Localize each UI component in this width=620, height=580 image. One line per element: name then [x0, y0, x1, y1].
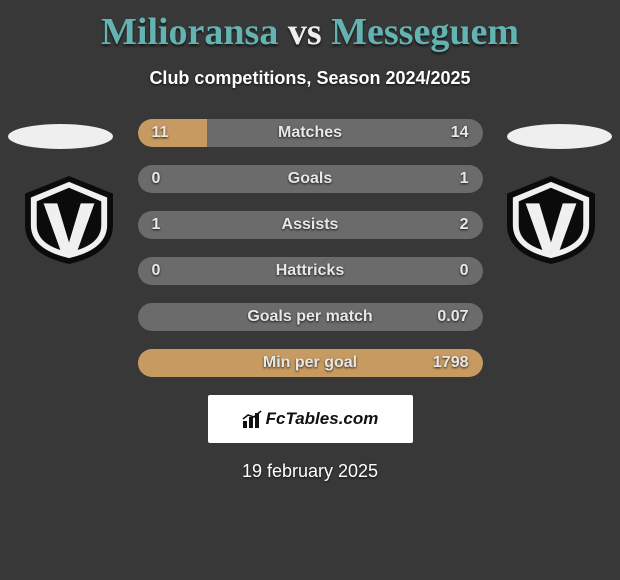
stat-value-right: 2	[460, 211, 469, 239]
page-title: Milioransa vs Messeguem	[0, 0, 620, 54]
stat-row: 1Assists2	[138, 211, 483, 239]
stat-label: Hattricks	[138, 257, 483, 285]
title-vs: vs	[288, 11, 322, 53]
stat-value-right: 1	[460, 165, 469, 193]
branding-text: FcTables.com	[266, 409, 379, 429]
stat-row: 0Hattricks0	[138, 257, 483, 285]
player1-club-crest-icon	[20, 176, 118, 264]
stat-row: Goals per match0.07	[138, 303, 483, 331]
stat-row: Min per goal1798	[138, 349, 483, 377]
stat-value-right: 14	[451, 119, 469, 147]
player2-avatar-placeholder	[507, 124, 612, 149]
player1-avatar-placeholder	[8, 124, 113, 149]
title-player2: Messeguem	[331, 11, 519, 53]
stat-label: Assists	[138, 211, 483, 239]
stats-container: 11Matches140Goals11Assists20Hattricks0Go…	[138, 119, 483, 377]
title-player1: Milioransa	[101, 11, 278, 53]
stat-label: Goals	[138, 165, 483, 193]
stat-row: 0Goals1	[138, 165, 483, 193]
stat-label: Min per goal	[138, 349, 483, 377]
date-text: 19 february 2025	[0, 461, 620, 482]
stat-value-right: 0	[460, 257, 469, 285]
stat-value-right: 1798	[433, 349, 469, 377]
branding-badge: FcTables.com	[208, 395, 413, 443]
branding-chart-icon	[242, 410, 264, 428]
stat-label: Matches	[138, 119, 483, 147]
stat-row: 11Matches14	[138, 119, 483, 147]
stat-label: Goals per match	[138, 303, 483, 331]
subtitle: Club competitions, Season 2024/2025	[0, 68, 620, 89]
player2-club-crest-icon	[502, 176, 600, 264]
stat-value-right: 0.07	[437, 303, 468, 331]
